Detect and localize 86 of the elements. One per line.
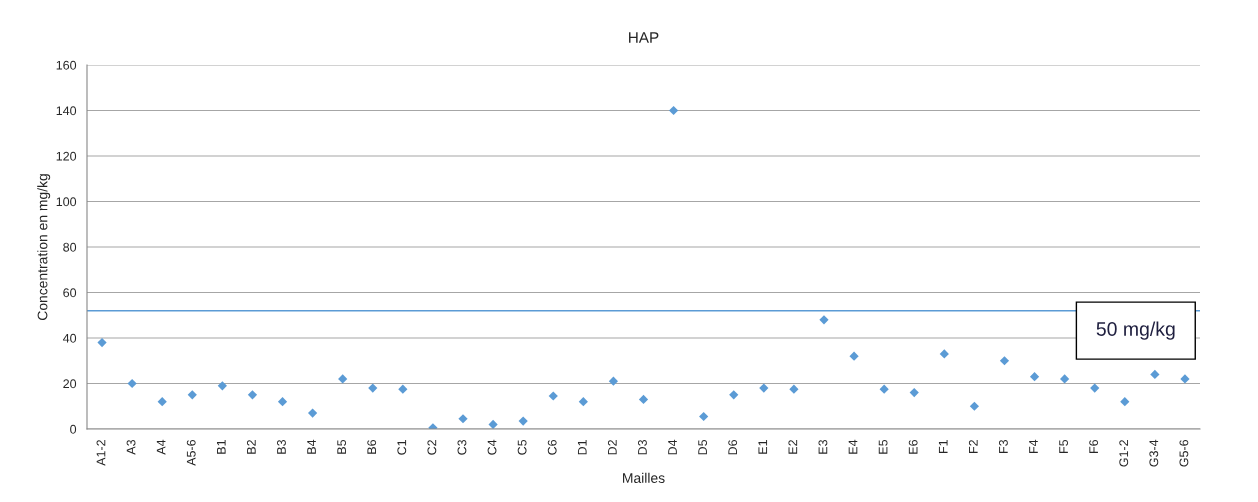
point	[277, 397, 288, 407]
x-tick-label: D3	[638, 439, 647, 455]
x-tick-label: F1	[938, 440, 948, 453]
point	[668, 105, 679, 116]
point	[1060, 374, 1070, 384]
x-tick-label: D2	[607, 440, 617, 455]
x-tick-label: F2	[968, 440, 978, 453]
x-tick-label: E6	[908, 439, 918, 454]
point	[729, 390, 739, 400]
point	[638, 394, 649, 405]
point	[488, 419, 498, 429]
point	[999, 356, 1010, 366]
y-tick-label: 140	[56, 106, 77, 116]
y-tick-label: 120	[56, 151, 77, 161]
x-tick-label: B3	[277, 439, 286, 454]
y-tick-label: 80	[63, 242, 77, 252]
point	[247, 390, 258, 400]
point	[879, 384, 889, 394]
x-tick-label: D4	[668, 439, 677, 455]
point	[1090, 383, 1100, 393]
ref-line-label: 50 mg/kg	[1096, 321, 1175, 340]
point	[699, 411, 709, 422]
x-tick-label: F3	[998, 439, 1008, 453]
x-tick-label: E1	[758, 440, 768, 454]
x-tick-label: G1-2	[1119, 440, 1129, 467]
point	[608, 376, 619, 386]
point	[187, 390, 197, 400]
y-tick-label: 100	[56, 197, 77, 207]
x-tick-label: E2	[788, 440, 798, 454]
point	[127, 378, 137, 389]
x-tick-label: C6	[547, 439, 557, 455]
point	[338, 374, 348, 384]
y-tick-label: 0	[70, 424, 77, 434]
point	[97, 337, 107, 348]
point	[157, 397, 167, 407]
x-tick-label: A3	[126, 439, 136, 455]
x-tick-label: E5	[878, 439, 888, 454]
x-tick-label: A5-6	[186, 439, 196, 466]
x-tick-label: C4	[487, 439, 497, 455]
point	[217, 381, 227, 391]
x-tick-label: B1	[217, 440, 226, 454]
y-tick-label: 60	[63, 288, 77, 298]
point	[819, 315, 829, 325]
y-axis-title: Concentration en mg/kg	[37, 174, 51, 321]
x-tick-label: C2	[427, 440, 437, 455]
x-tick-label: D1	[577, 440, 587, 455]
y-tick-label: 20	[63, 379, 77, 389]
x-tick-label: D6	[728, 439, 738, 455]
point	[1120, 397, 1130, 407]
x-tick-label: G5-6	[1179, 439, 1189, 467]
x-tick-label: F6	[1089, 439, 1099, 453]
point	[789, 384, 799, 394]
y-tick-label: 160	[56, 60, 77, 70]
y-tick-label: 40	[62, 333, 77, 343]
x-tick-label: F5	[1059, 439, 1068, 453]
point	[458, 414, 468, 424]
x-tick-label: E4	[848, 439, 858, 454]
point	[1029, 372, 1040, 382]
x-tick-label: A1-2	[96, 440, 106, 466]
point	[518, 416, 528, 426]
chart-title: HAP	[629, 32, 659, 43]
point	[398, 384, 408, 394]
point	[548, 391, 558, 401]
point	[1150, 369, 1160, 380]
x-tick-label: C3	[457, 439, 467, 455]
x-tick-label: C5	[517, 439, 527, 455]
point	[578, 397, 588, 407]
x-axis-title: Mailles	[623, 472, 665, 483]
point	[939, 349, 949, 359]
point	[308, 408, 318, 418]
x-tick-label: D5	[698, 439, 708, 455]
x-tick-label: C1	[397, 440, 407, 455]
point	[909, 387, 919, 398]
x-tick-label: B2	[246, 440, 256, 454]
point	[759, 383, 769, 393]
x-tick-label: B6	[367, 439, 377, 454]
point	[368, 383, 378, 393]
x-tick-label: F4	[1029, 439, 1038, 453]
x-tick-label: A4	[156, 439, 166, 455]
x-tick-label: E3	[818, 439, 828, 454]
x-tick-label: B4	[307, 439, 316, 454]
x-tick-label: G3-4	[1149, 439, 1159, 467]
point	[1180, 374, 1190, 384]
point	[849, 351, 859, 361]
point	[969, 401, 979, 411]
x-tick-label: B5	[337, 439, 347, 454]
